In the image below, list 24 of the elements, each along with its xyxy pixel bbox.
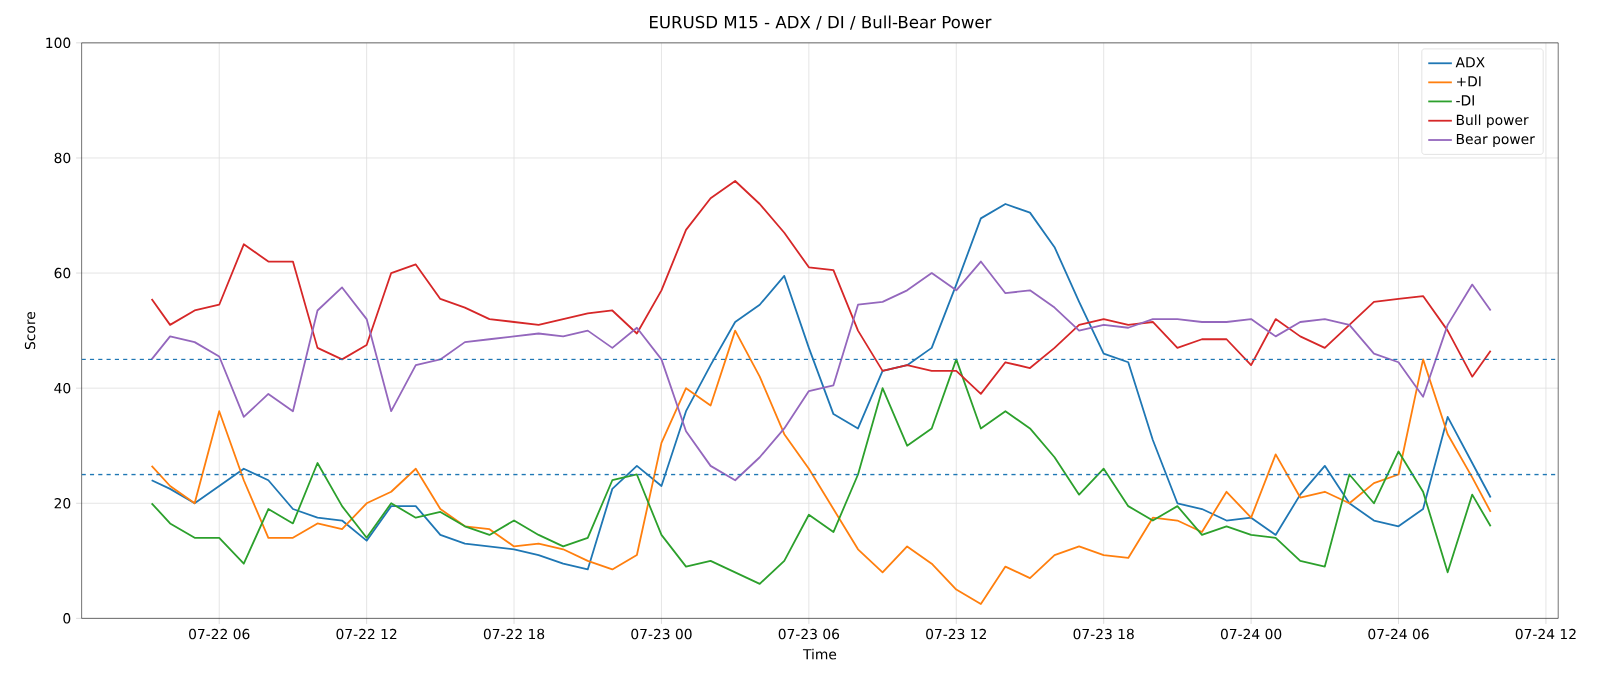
x-tick-label: 07-23 06 xyxy=(778,628,840,640)
y-axis-title: Score xyxy=(24,312,36,350)
x-tick-label: 07-24 06 xyxy=(1368,628,1429,640)
legend-label: Bear power xyxy=(1456,134,1535,148)
legend-label: +DI xyxy=(1457,76,1481,87)
x-tick-label: 07-24 00 xyxy=(1220,628,1282,640)
x-tick-label: 07-23 12 xyxy=(926,628,986,640)
x-tick-label: 07-22 18 xyxy=(483,628,545,640)
x-axis-title: Time xyxy=(802,648,837,660)
y-tick-label: 100 xyxy=(46,37,71,49)
x-tick-label: 07-23 00 xyxy=(631,628,692,640)
legend-label: -DI xyxy=(1456,95,1474,106)
x-tick-label: 07-24 12 xyxy=(1515,628,1576,640)
y-tick-label: 40 xyxy=(54,383,71,394)
y-tick-label: 80 xyxy=(54,152,71,164)
legend-label: Bull power xyxy=(1456,114,1529,128)
x-tick-label: 07-22 06 xyxy=(189,628,250,640)
y-tick-label: 20 xyxy=(54,498,71,509)
x-tick-label: 07-22 12 xyxy=(336,628,397,640)
x-tick-label: 07-23 18 xyxy=(1073,628,1134,640)
legend-label: ADX xyxy=(1455,57,1485,68)
y-tick-label: 60 xyxy=(54,267,71,279)
y-tick-label: 0 xyxy=(63,613,71,624)
chart-title: EURUSD M15 - ADX / DI / Bull-Bear Power xyxy=(650,15,992,30)
